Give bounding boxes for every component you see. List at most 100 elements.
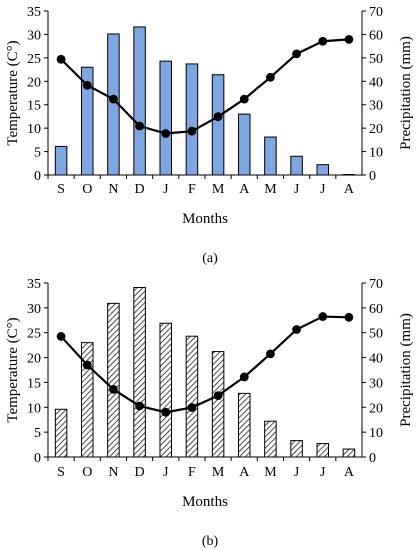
temperature-bar [237,392,251,458]
temperature-bar [264,420,277,458]
right-tick-label: 50 [369,327,383,342]
left-tick-label: 20 [27,75,41,90]
right-tick-label: 20 [369,401,383,416]
left-tick-label: 30 [27,28,41,43]
precipitation-point [187,403,197,412]
precipitation-point [344,312,354,322]
temperature-bar [185,335,199,458]
right-tick-label: 50 [369,52,383,67]
precipitation-point [213,391,223,401]
temperature-bar [342,174,356,176]
right-tick-label: 70 [369,277,383,292]
precipitation-point [292,49,301,59]
x-tick-label: J [320,465,326,480]
right-tick-label: 0 [369,169,376,184]
x-tick-label: A [239,182,250,197]
temperature-bar [80,342,94,458]
precipitation-point [109,94,118,104]
precipitation-point [239,372,249,382]
precipitation-point [266,72,275,82]
right-tick-label: 0 [369,451,376,466]
panel-caption: (b) [202,534,219,549]
x-tick-label: J [294,465,300,480]
temperature-bar [54,145,68,176]
y-axis-right-label: Precipitation (mm) [398,313,414,427]
precipitation-point [135,401,144,411]
left-tick-label: 5 [34,426,41,441]
precipitation-line [60,315,349,414]
precipitation-point [344,34,354,44]
right-tick-label: 70 [369,5,383,20]
y-axis-left-label: Temperature (C°) [5,317,21,422]
right-tick-label: 40 [369,75,383,90]
temperature-bar [80,66,94,176]
temperature-bar [316,164,330,176]
x-tick-label: A [344,465,355,480]
precipitation-line [60,38,349,135]
x-tick-label: J [163,465,169,480]
precipitation-point [292,325,301,334]
x-tick-label: F [188,182,196,197]
temperature-bar [264,136,277,176]
temperature-bar [133,26,146,176]
left-tick-label: 5 [34,146,41,161]
temperature-bar [237,113,251,176]
precipitation-point [266,349,275,359]
x-axis-label: Months [182,494,228,510]
x-tick-label: S [57,465,65,480]
precipitation-point [56,332,66,341]
temperature-bar [185,63,199,176]
temperature-bar [290,155,303,176]
x-tick-label: A [344,182,355,197]
temperature-bar [316,443,330,458]
x-tick-label: O [82,182,92,197]
right-tick-label: 30 [369,376,383,391]
x-tick-label: O [82,465,92,480]
y-axis-right-label: Precipitation (mm) [398,36,414,150]
x-tick-label: A [239,465,250,480]
left-tick-label: 20 [27,352,41,367]
x-tick-label: M [212,465,225,480]
right-tick-label: 40 [369,352,383,367]
x-tick-label: J [294,182,300,197]
precipitation-point [82,360,92,370]
left-tick-label: 35 [27,5,41,20]
precipitation-point [56,54,66,64]
left-tick-label: 0 [34,451,41,466]
right-tick-label: 60 [369,302,383,317]
x-tick-label: S [57,182,65,197]
x-tick-label: M [212,182,225,197]
left-tick-label: 30 [27,302,41,317]
left-tick-label: 15 [27,376,41,391]
temperature-bar [133,286,146,458]
precipitation-point [109,384,118,394]
left-tick-label: 0 [34,169,41,184]
precipitation-point [239,94,249,104]
x-tick-label: D [135,465,145,480]
left-tick-label: 10 [27,401,41,416]
temperature-bar [107,302,120,458]
precipitation-point [161,129,171,138]
temperature-bar [159,60,173,176]
left-tick-label: 25 [27,52,41,67]
left-tick-label: 35 [27,277,41,292]
temperature-bar [159,322,173,458]
right-tick-label: 10 [369,426,383,441]
x-tick-label: F [188,465,196,480]
temperature-bar [54,408,68,458]
precipitation-point [161,407,171,417]
left-tick-label: 25 [27,327,41,342]
x-axis-label: Months [182,211,228,227]
precipitation-point [318,36,328,46]
precipitation-point [187,126,197,136]
x-tick-label: D [135,182,145,197]
x-tick-label: N [108,182,118,197]
temperature-bar [211,74,225,176]
precipitation-point [82,80,92,90]
x-tick-label: N [108,465,118,480]
x-tick-label: J [320,182,326,197]
temperature-bar [211,351,225,458]
